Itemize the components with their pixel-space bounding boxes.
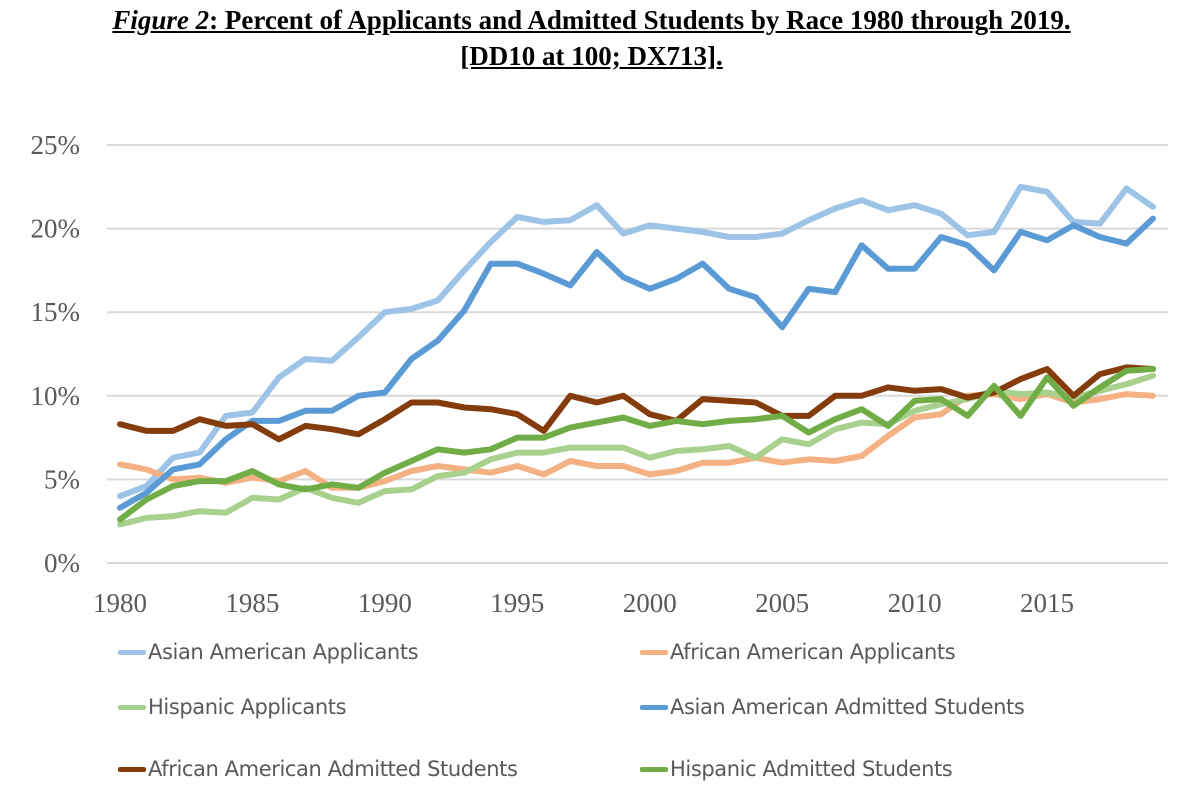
series-lines [117, 183, 1156, 528]
x-tick-label: 2015 [1020, 588, 1074, 618]
series-line-hispanic-admitted-students [117, 366, 1156, 523]
x-axis-ticks: 1980 1985 1990 1995 2000 2005 2010 2015 [93, 588, 1074, 618]
y-tick-label: 0% [44, 548, 80, 578]
legend-item-african-american-applicants: African American Applicants [640, 640, 956, 664]
legend-item-hispanic-applicants: Hispanic Applicants [118, 695, 347, 719]
x-tick-label: 2000 [623, 588, 677, 618]
legend-item-african-american-admitted: African American Admitted Students [118, 757, 518, 781]
y-tick-label: 15% [31, 297, 81, 327]
figure-label: Figure 2 [112, 5, 210, 35]
x-tick-label: 1980 [93, 588, 147, 618]
x-tick-label: 1990 [358, 588, 412, 618]
y-tick-label: 20% [31, 214, 81, 244]
series-line-african-american-admitted-students [117, 364, 1156, 443]
legend-label: African American Admitted Students [148, 757, 518, 781]
series-line-asian-american-applicants [117, 183, 1156, 500]
y-tick-label: 5% [44, 464, 80, 494]
y-axis-ticks: 0% 5% 10% 15% 20% 25% [31, 130, 81, 578]
legend-swatch-icon [640, 649, 668, 655]
legend-swatch-icon [118, 766, 146, 772]
series-line-asian-american-admitted-students [117, 215, 1156, 511]
line-chart: 0% 5% 10% 15% 20% 25% 1980 1985 1990 1995 2000 200… [31, 130, 1168, 618]
y-tick-label: 10% [31, 381, 81, 411]
legend-swatch-icon [118, 649, 146, 655]
x-tick-label: 2005 [755, 588, 809, 618]
legend-item-asian-american-applicants: Asian American Applicants [118, 640, 419, 664]
y-tick-label: 25% [31, 130, 81, 160]
legend-label: African American Applicants [670, 640, 956, 664]
legend-swatch-icon [118, 704, 146, 710]
legend-label: Hispanic Applicants [148, 695, 347, 719]
legend-label: Hispanic Admitted Students [670, 757, 953, 781]
series-line-hispanic-applicants [117, 372, 1156, 528]
legend-swatch-icon [640, 704, 668, 710]
chart-title-line1: Figure 2: Percent of Applicants and Admi… [0, 2, 1183, 38]
legend-item-asian-american-admitted: Asian American Admitted Students [640, 695, 1025, 719]
legend-label: Asian American Admitted Students [670, 695, 1025, 719]
figure-caption: : Percent of Applicants and Admitted Stu… [209, 5, 1071, 35]
legend-label: Asian American Applicants [148, 640, 419, 664]
legend-item-hispanic-admitted: Hispanic Admitted Students [640, 757, 953, 781]
chart-title-line2: [DD10 at 100; DX713]. [460, 41, 723, 71]
x-tick-label: 2010 [888, 588, 942, 618]
legend-swatch-icon [640, 766, 668, 772]
x-tick-label: 1985 [225, 588, 279, 618]
x-tick-label: 1995 [490, 588, 544, 618]
chart-title: Figure 2: Percent of Applicants and Admi… [0, 2, 1183, 74]
